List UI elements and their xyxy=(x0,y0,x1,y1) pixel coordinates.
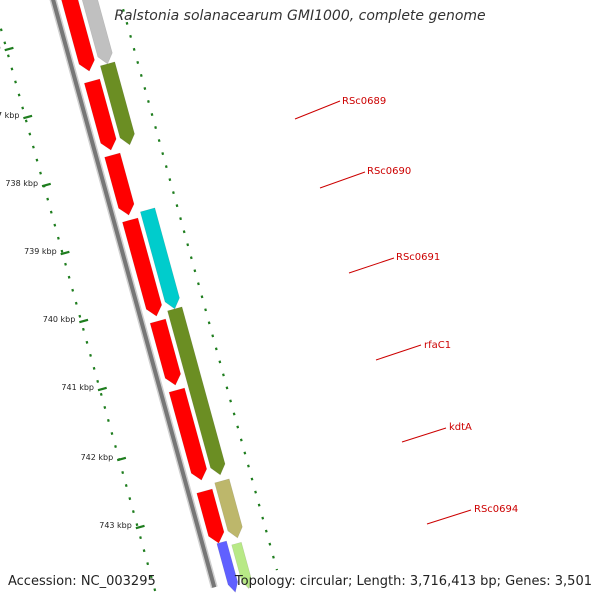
cds-arrow[interactable] xyxy=(149,318,181,386)
scale-tick-label: 742 kbp xyxy=(81,453,114,462)
scale-track-inner xyxy=(0,21,159,600)
gene-label-leader xyxy=(375,344,422,361)
scale-tick-label: 736 kbp xyxy=(0,43,1,52)
feature-arrow[interactable] xyxy=(167,306,226,476)
scale-tick xyxy=(4,46,14,52)
cds-arrow[interactable] xyxy=(55,0,95,72)
gene-label-leader xyxy=(401,427,447,443)
scale-tick xyxy=(41,182,52,188)
cds-arrow[interactable] xyxy=(83,78,117,151)
rna-arrow[interactable] xyxy=(74,0,113,65)
feature-arrow[interactable] xyxy=(216,540,239,593)
feature-arrow[interactable] xyxy=(99,61,135,146)
scale-tick xyxy=(79,318,89,324)
scale-tick-label: 739 kbp xyxy=(24,247,57,256)
genome-info-text: Topology: circular; Length: 3,716,413 bp… xyxy=(234,574,592,589)
accession-text: Accession: NC_003295 xyxy=(8,574,156,589)
cds-arrow[interactable] xyxy=(168,387,208,481)
scale-tick-label: 743 kbp xyxy=(99,521,132,530)
gene-label[interactable]: RSc0691 xyxy=(396,252,440,263)
gene-label[interactable]: RSc0690 xyxy=(367,166,411,177)
scale-tick xyxy=(97,386,107,392)
scale-tick-label: 740 kbp xyxy=(43,315,76,324)
feature-arrow[interactable] xyxy=(214,478,243,539)
gene-label[interactable]: kdtA xyxy=(449,422,472,433)
cds-arrow[interactable] xyxy=(104,152,135,216)
feature-arrow[interactable] xyxy=(139,207,180,310)
cds-arrow[interactable] xyxy=(122,217,163,317)
scale-tick-label: 737 kbp xyxy=(0,111,19,120)
scale-tick xyxy=(135,524,145,530)
scale-tick xyxy=(23,114,33,120)
cds-arrow[interactable] xyxy=(196,488,225,544)
gene-label[interactable]: RSc0689 xyxy=(342,96,386,107)
gene-label[interactable]: rfaC1 xyxy=(424,340,451,351)
scale-track-outer xyxy=(119,0,279,571)
gene-label-leader xyxy=(426,509,472,525)
scale-tick xyxy=(116,456,127,462)
scale-tick xyxy=(60,250,70,256)
gene-label-leader xyxy=(348,257,395,274)
genome-title: Ralstonia solanacearum GMI1000, complete… xyxy=(114,8,486,24)
backbone-line xyxy=(51,0,217,588)
gene-label-leader xyxy=(294,100,341,120)
gene-label[interactable]: RSc0694 xyxy=(474,504,518,515)
scale-tick-label: 738 kbp xyxy=(5,179,38,188)
scale-tick-label: 741 kbp xyxy=(61,383,94,392)
gene-label-leader xyxy=(319,171,366,189)
feature-arrow[interactable] xyxy=(231,541,252,590)
